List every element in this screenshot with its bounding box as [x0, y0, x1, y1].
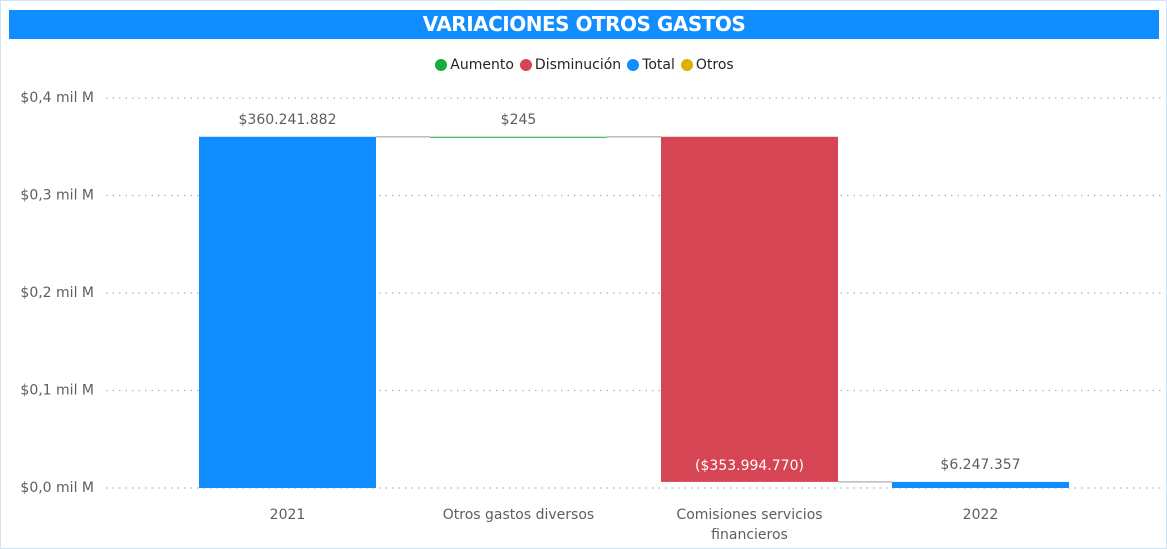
x-tick-label: 2021	[269, 507, 306, 523]
data-label: ($353.994.770)	[695, 458, 804, 474]
y-tick-label: $0,3 mil M	[20, 188, 94, 204]
x-tick-label: 2022	[962, 507, 999, 523]
legend-swatch	[627, 59, 640, 71]
bar	[892, 481, 1069, 488]
legend-swatch	[435, 59, 448, 71]
legend-item: Total	[627, 57, 675, 73]
y-tick-label: $0,0 mil M	[20, 480, 94, 496]
legend-item: Aumento	[435, 57, 514, 73]
x-tick-label: Otros gastos diversos	[442, 507, 595, 523]
data-label: $6.247.357	[940, 457, 1020, 473]
data-label: $245	[501, 112, 537, 128]
bar	[661, 136, 838, 482]
legend-item: Otros	[680, 57, 734, 73]
y-tick-label: $0,2 mil M	[20, 285, 94, 301]
bar	[199, 136, 376, 488]
chart-title: VARIACIONES OTROS GASTOS	[9, 10, 1159, 39]
y-tick-label: $0,1 mil M	[20, 383, 94, 399]
legend-item: Disminución	[519, 57, 622, 73]
data-label: $360.241.882	[239, 112, 337, 128]
legend-label: Total	[642, 57, 675, 73]
legend-label: Disminución	[534, 57, 622, 73]
legend-label: Aumento	[450, 57, 514, 73]
x-tick-label: Comisiones servicios financieros	[676, 507, 823, 543]
legend-swatch	[519, 59, 532, 71]
bar	[430, 136, 607, 138]
y-tick-label: $0,4 mil M	[20, 90, 94, 106]
legend-label: Otros	[695, 57, 734, 73]
legend-swatch	[680, 59, 693, 71]
legend: Aumento Disminución Total Otros	[1, 57, 1167, 73]
